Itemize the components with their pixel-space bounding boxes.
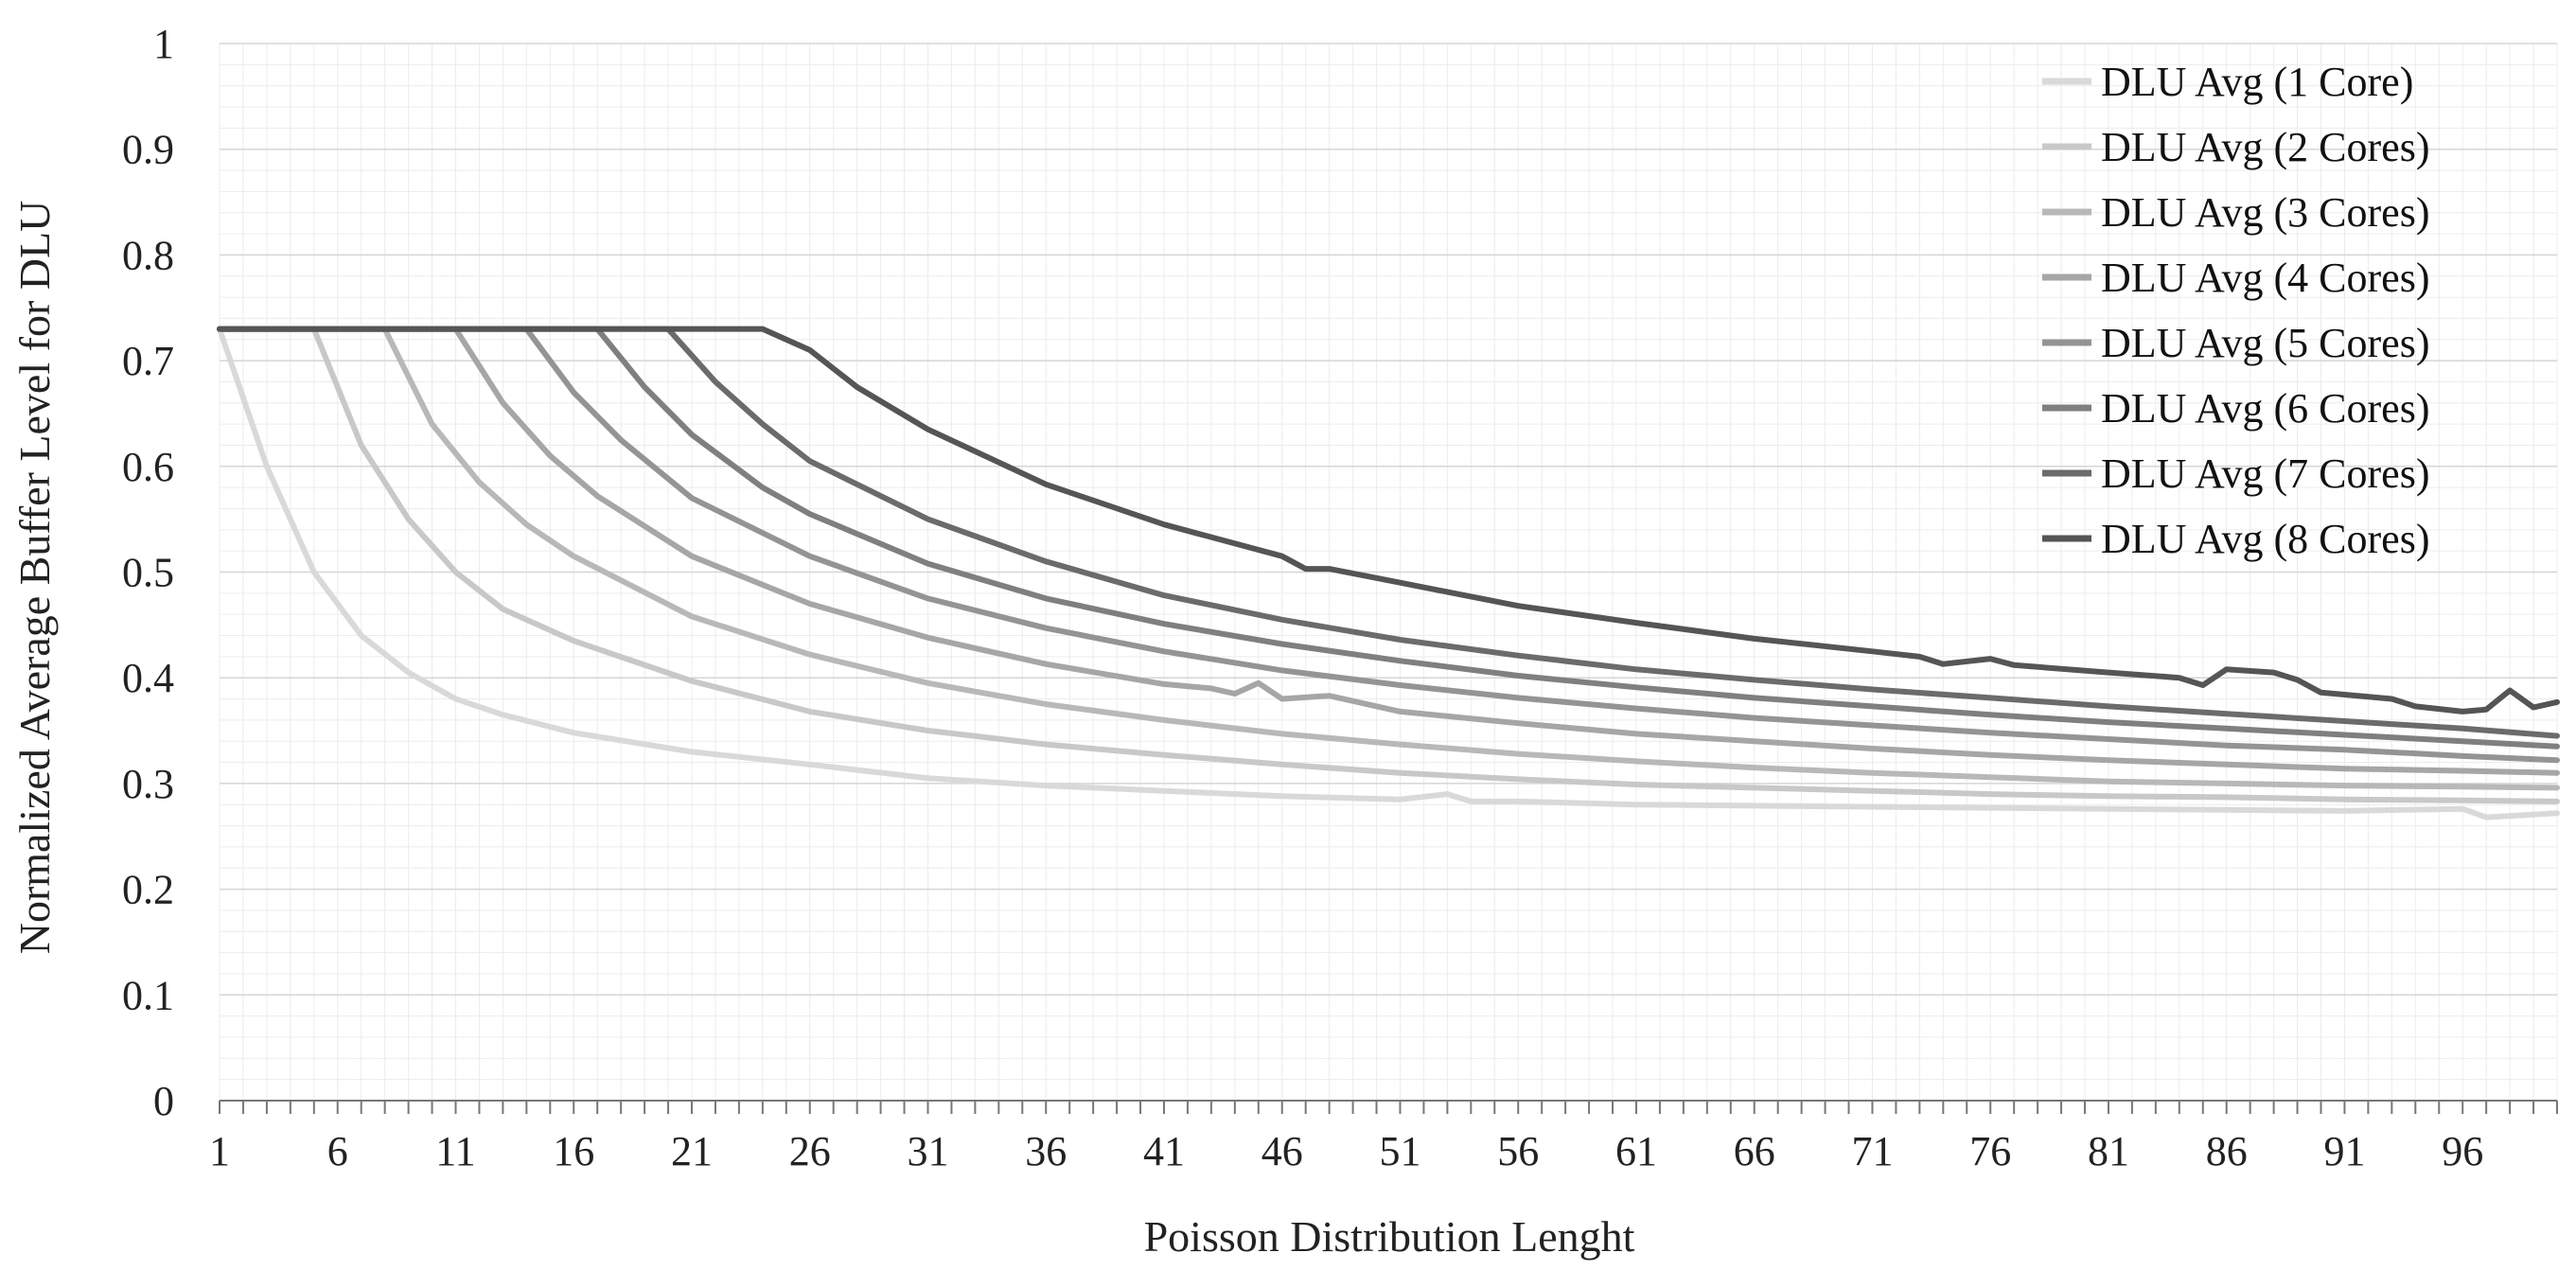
- x-tick-label: 26: [789, 1128, 831, 1174]
- y-tick-label: 0.8: [122, 232, 174, 278]
- axes: 1 6 11 16 21 26 31 36 41 46 51 56 61 66 71 76 81 86 91 9600…: [122, 21, 2558, 1174]
- x-tick-label: 11: [435, 1128, 475, 1174]
- x-tick-label: 56: [1497, 1128, 1539, 1174]
- x-tick-label: 46: [1262, 1128, 1303, 1174]
- x-tick-label: 66: [1734, 1128, 1775, 1174]
- series-line-5: [217, 326, 2560, 764]
- legend-label-2: DLU Avg (2 Cores): [2101, 124, 2429, 170]
- x-tick-label: 91: [2323, 1128, 2365, 1174]
- x-tick-label: 71: [1851, 1128, 1893, 1174]
- x-tick-label: 86: [2206, 1128, 2248, 1174]
- y-tick-label: 0.3: [122, 761, 174, 807]
- x-tick-label: 36: [1025, 1128, 1067, 1174]
- series-line-4: [217, 326, 2560, 776]
- y-tick-label: 0.4: [122, 655, 174, 701]
- y-tick-label: 0.1: [122, 972, 174, 1018]
- y-tick-label: 0.2: [122, 867, 174, 913]
- x-tick-label: 1: [209, 1128, 230, 1174]
- y-axis-title: Normalized Average Buffer Level for DLU: [10, 201, 59, 955]
- grid: [219, 43, 2558, 1102]
- x-tick-label: 51: [1379, 1128, 1420, 1174]
- x-tick-label: 21: [671, 1128, 713, 1174]
- x-tick-label: 96: [2442, 1128, 2483, 1174]
- legend: DLU Avg (1 Core) DLU Avg (2 Cores) DLU Avg…: [2042, 59, 2429, 562]
- y-tick-label: 0: [153, 1078, 174, 1124]
- legend-label-7: DLU Avg (7 Cores): [2101, 450, 2429, 497]
- legend-label-5: DLU Avg (5 Cores): [2101, 320, 2429, 366]
- x-tick-label: 76: [1969, 1128, 2011, 1174]
- y-tick-label: 1: [153, 21, 174, 67]
- y-tick-label: 0.6: [122, 444, 174, 490]
- legend-label-4: DLU Avg (4 Cores): [2101, 255, 2429, 301]
- x-tick-label: 61: [1615, 1128, 1657, 1174]
- series-line-2: [217, 326, 2560, 804]
- y-tick-label: 0.9: [122, 127, 174, 173]
- legend-label-8: DLU Avg (8 Cores): [2101, 516, 2429, 562]
- y-tick-label: 0.7: [122, 338, 174, 384]
- x-axis-title: Poisson Distribution Lenght: [1144, 1212, 1635, 1261]
- y-tick-label: 0.5: [122, 550, 174, 596]
- x-tick-label: 81: [2088, 1128, 2129, 1174]
- series-line-3: [217, 326, 2560, 791]
- series-lines: [217, 326, 2560, 820]
- legend-label-6: DLU Avg (6 Cores): [2101, 385, 2429, 432]
- legend-label-3: DLU Avg (3 Cores): [2101, 189, 2429, 236]
- legend-label-1: DLU Avg (1 Core): [2101, 59, 2413, 105]
- series-line-7: [217, 326, 2560, 739]
- series-line-1: [217, 326, 2560, 820]
- x-tick-label: 6: [327, 1128, 348, 1174]
- x-tick-label: 41: [1143, 1128, 1185, 1174]
- x-tick-label: 16: [553, 1128, 594, 1174]
- x-tick-label: 31: [907, 1128, 948, 1174]
- series-line-6: [217, 326, 2560, 750]
- series-line-8: [217, 326, 2560, 715]
